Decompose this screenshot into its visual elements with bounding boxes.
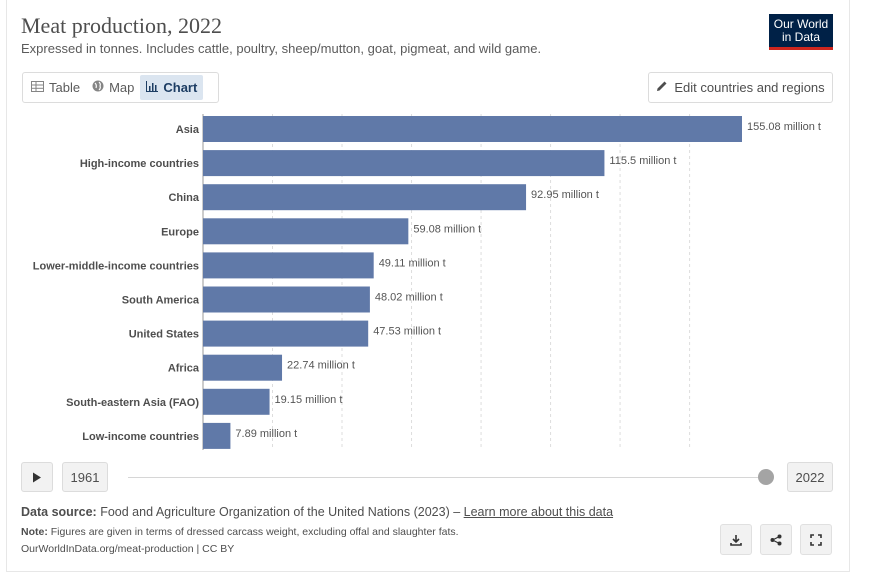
bar[interactable] — [203, 320, 369, 347]
value-label: 47.53 million t — [373, 326, 441, 338]
page-subtitle: Expressed in tonnes. Includes cattle, po… — [21, 41, 542, 56]
logo-line-2: in Data — [781, 30, 821, 44]
bar[interactable] — [203, 354, 283, 381]
bar[interactable] — [203, 184, 527, 211]
bar[interactable] — [203, 252, 374, 279]
category-label: Europe — [161, 226, 199, 238]
value-label: 19.15 million t — [275, 394, 343, 406]
category-label: Africa — [168, 363, 200, 375]
bar[interactable] — [203, 116, 742, 142]
tab-map[interactable]: Map — [86, 75, 140, 100]
edit-countries-button[interactable]: Edit countries and regions — [648, 72, 833, 103]
play-icon — [33, 472, 41, 482]
bar[interactable] — [203, 218, 409, 245]
source-text: Food and Agriculture Organization of the… — [100, 505, 464, 519]
play-button[interactable] — [21, 462, 53, 492]
data-source: Data source: Food and Agriculture Organi… — [21, 505, 613, 519]
bar[interactable] — [203, 388, 270, 415]
learn-more-link[interactable]: Learn more about this data — [463, 505, 614, 519]
owid-logo[interactable]: Our World in Data — [769, 14, 833, 50]
end-year[interactable]: 2022 — [787, 462, 833, 492]
license-text: OurWorldInData.org/meat-production | CC … — [21, 543, 235, 555]
category-label: Lower-middle-income countries — [33, 260, 199, 272]
category-label: South-eastern Asia (FAO) — [66, 397, 199, 409]
source-label: Data source: — [21, 505, 97, 519]
category-label: South America — [122, 295, 200, 307]
note-label: Note: — [21, 526, 48, 538]
fullscreen-button[interactable] — [800, 524, 832, 555]
table-icon — [31, 80, 44, 95]
fullscreen-icon — [810, 533, 822, 546]
chart-frame — [6, 0, 850, 572]
chart-icon — [146, 80, 159, 95]
value-label: 22.74 million t — [287, 360, 355, 372]
category-label: Asia — [176, 124, 200, 136]
category-label: United States — [129, 329, 199, 341]
value-label: 48.02 million t — [375, 292, 443, 304]
start-year[interactable]: 1961 — [62, 462, 108, 492]
value-label: 7.89 million t — [235, 428, 297, 440]
category-label: China — [168, 192, 199, 204]
note-text: Figures are given in terms of dressed ca… — [50, 526, 459, 538]
value-label: 59.08 million t — [413, 223, 481, 235]
download-icon — [730, 534, 742, 546]
value-label: 115.5 million t — [609, 155, 676, 167]
share-icon — [770, 534, 782, 545]
logo-line-1: Our World — [773, 17, 829, 31]
share-button[interactable] — [760, 524, 792, 555]
category-label: Low-income countries — [82, 431, 199, 443]
bar[interactable] — [203, 150, 605, 177]
category-label: High-income countries — [80, 158, 199, 170]
value-label: 92.95 million t — [531, 189, 599, 201]
tab-chart-label: Chart — [163, 80, 198, 95]
pencil-icon — [656, 80, 668, 95]
download-button[interactable] — [720, 524, 752, 555]
bar[interactable] — [203, 422, 231, 449]
tab-table-label: Table — [49, 80, 81, 95]
timeline-track[interactable] — [128, 477, 768, 478]
tab-map-label: Map — [109, 80, 135, 95]
bar[interactable] — [203, 286, 370, 313]
tab-table[interactable]: Table — [25, 75, 86, 100]
tab-chart[interactable]: Chart — [140, 75, 204, 100]
page-title: Meat production, 2022 — [21, 13, 223, 38]
value-label: 49.11 million t — [379, 257, 446, 269]
edit-countries-label: Edit countries and regions — [674, 80, 825, 95]
value-label: 155.08 million t — [747, 121, 821, 133]
view-tabs: Table Map Chart — [22, 72, 219, 103]
timeline-handle[interactable] — [758, 469, 774, 485]
chart-note: Note: Figures are given in terms of dres… — [21, 526, 459, 538]
globe-icon — [92, 80, 104, 95]
